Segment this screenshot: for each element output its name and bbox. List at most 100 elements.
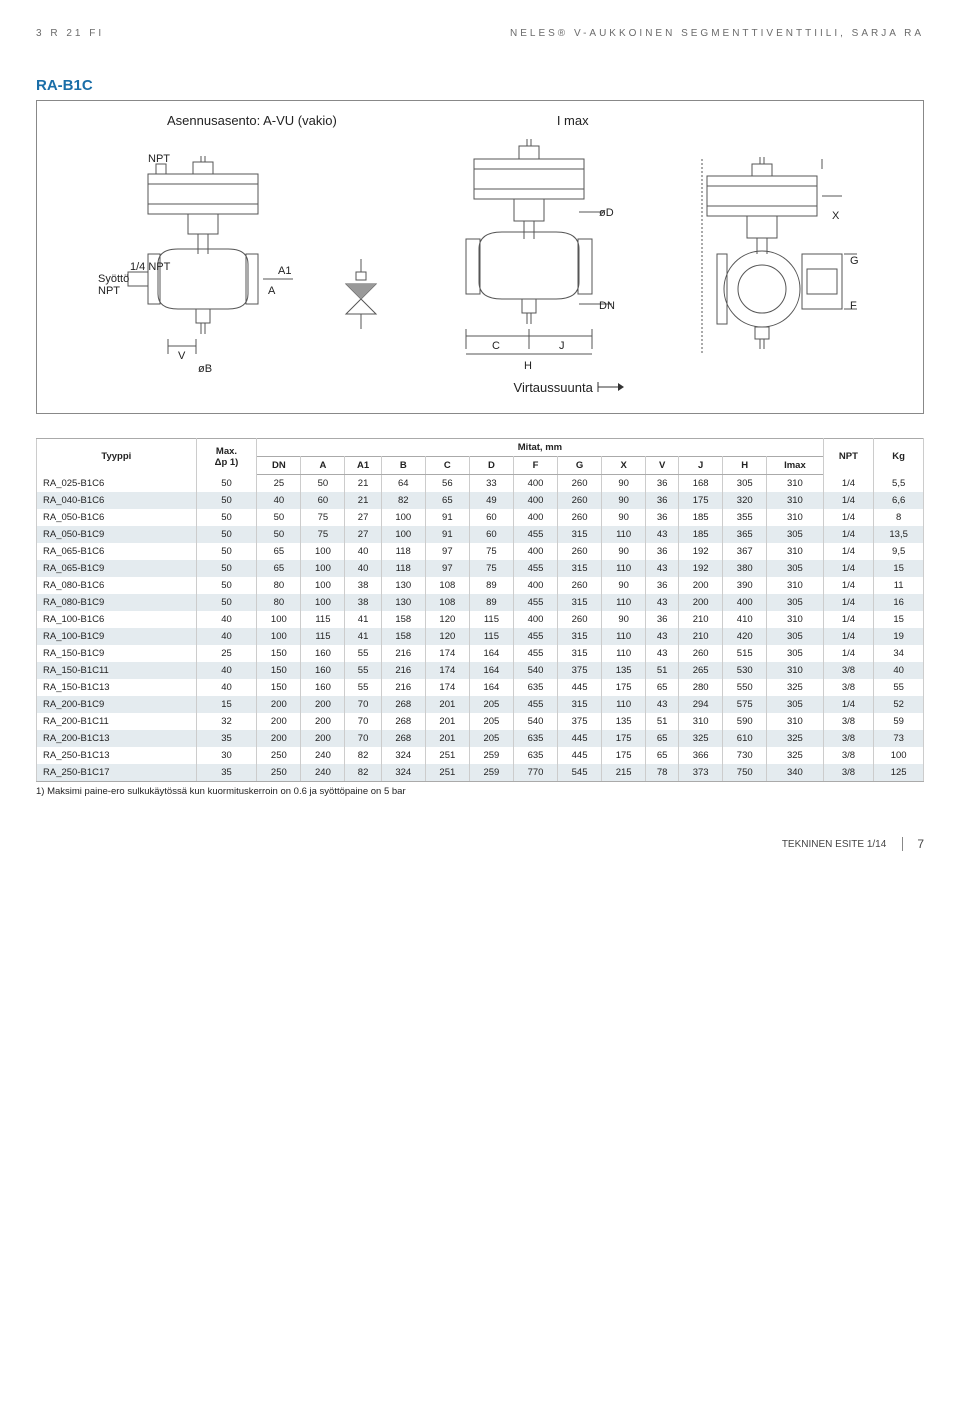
table-cell: 310 <box>767 492 823 509</box>
table-cell: 50 <box>196 543 257 560</box>
table-cell: 110 <box>602 696 646 713</box>
table-cell: 110 <box>602 594 646 611</box>
table-cell: 200 <box>257 696 301 713</box>
table-cell: 610 <box>723 730 767 747</box>
table-cell: 91 <box>425 509 469 526</box>
col-tyyppi: Tyyppi <box>37 439 197 475</box>
table-cell: 8 <box>874 509 924 526</box>
table-cell: 305 <box>767 696 823 713</box>
table-cell: 324 <box>381 747 425 764</box>
table-cell: 250 <box>257 764 301 782</box>
table-cell: 455 <box>513 645 557 662</box>
table-cell: 118 <box>381 543 425 560</box>
col-c: C <box>425 457 469 475</box>
assembly-label: Asennusasento: A-VU (vakio) <box>167 113 337 128</box>
table-cell: 455 <box>513 594 557 611</box>
table-cell: 65 <box>425 492 469 509</box>
table-cell: 100 <box>301 543 345 560</box>
table-cell: 310 <box>767 662 823 679</box>
table-cell: 40 <box>345 543 381 560</box>
table-cell: 315 <box>558 628 602 645</box>
table-cell: 192 <box>679 560 723 577</box>
table-cell: 175 <box>602 679 646 696</box>
table-cell: RA_150-B1C13 <box>37 679 197 696</box>
table-cell: 373 <box>679 764 723 782</box>
table-cell: 1/4 <box>823 645 874 662</box>
table-cell: 445 <box>558 679 602 696</box>
table-cell: 320 <box>723 492 767 509</box>
diagram-panel: Asennusasento: A-VU (vakio) I max <box>36 100 924 414</box>
table-cell: 32 <box>196 713 257 730</box>
table-cell: 305 <box>767 594 823 611</box>
table-row: RA_150-B1C925150160552161741644553151104… <box>37 645 924 662</box>
table-cell: 400 <box>513 577 557 594</box>
table-cell: 770 <box>513 764 557 782</box>
table-cell: 324 <box>381 764 425 782</box>
table-row: RA_100-B1C640100115411581201154002609036… <box>37 611 924 628</box>
table-cell: 70 <box>345 713 381 730</box>
table-cell: 268 <box>381 696 425 713</box>
j-label: J <box>559 340 565 352</box>
table-cell: 65 <box>257 543 301 560</box>
table-cell: 730 <box>723 747 767 764</box>
table-cell: 97 <box>425 543 469 560</box>
table-cell: 192 <box>679 543 723 560</box>
table-cell: 50 <box>196 526 257 543</box>
table-cell: 215 <box>602 764 646 782</box>
table-cell: 82 <box>345 764 381 782</box>
table-cell: 43 <box>646 628 679 645</box>
table-cell: 70 <box>345 730 381 747</box>
table-cell: RA_080-B1C6 <box>37 577 197 594</box>
table-row: RA_050-B1C950507527100916045531511043185… <box>37 526 924 543</box>
table-cell: 1/4 <box>823 526 874 543</box>
table-cell: 1/4 <box>823 509 874 526</box>
table-cell: 268 <box>381 730 425 747</box>
table-cell: RA_050-B1C6 <box>37 509 197 526</box>
table-cell: 3/8 <box>823 662 874 679</box>
table-cell: 265 <box>679 662 723 679</box>
table-cell: 305 <box>767 628 823 645</box>
page-header: 3 R 21 FI NELES® V-AUKKOINEN SEGMENTTIVE… <box>36 28 924 39</box>
ob-label: øB <box>198 363 212 374</box>
table-cell: 550 <box>723 679 767 696</box>
table-cell: 216 <box>381 645 425 662</box>
table-cell: 200 <box>679 577 723 594</box>
table-cell: 216 <box>381 679 425 696</box>
table-cell: 115 <box>301 611 345 628</box>
table-cell: 310 <box>679 713 723 730</box>
table-cell: 1/4 <box>823 560 874 577</box>
col-v: V <box>646 457 679 475</box>
table-cell: 52 <box>874 696 924 713</box>
table-cell: 97 <box>425 560 469 577</box>
table-cell: 36 <box>646 509 679 526</box>
table-cell: 260 <box>558 492 602 509</box>
assembly-label-row: Asennusasento: A-VU (vakio) I max <box>167 113 903 128</box>
table-cell: 55 <box>345 679 381 696</box>
table-cell: 65 <box>646 730 679 747</box>
table-cell: 43 <box>646 526 679 543</box>
table-cell: 6,6 <box>874 492 924 509</box>
table-cell: 280 <box>679 679 723 696</box>
table-cell: 455 <box>513 526 557 543</box>
table-cell: 75 <box>301 509 345 526</box>
table-cell: 91 <box>425 526 469 543</box>
table-cell: 135 <box>602 662 646 679</box>
table-cell: 635 <box>513 730 557 747</box>
table-row: RA_150-B1C114015016055216174164540375135… <box>37 662 924 679</box>
table-cell: 90 <box>602 543 646 560</box>
table-cell: RA_040-B1C6 <box>37 492 197 509</box>
table-cell: 50 <box>257 526 301 543</box>
table-cell: 240 <box>301 747 345 764</box>
table-row: RA_250-B1C173525024082324251259770545215… <box>37 764 924 782</box>
table-cell: 36 <box>646 492 679 509</box>
table-cell: 310 <box>767 611 823 628</box>
table-row: RA_200-B1C113220020070268201205540375135… <box>37 713 924 730</box>
table-cell: RA_050-B1C9 <box>37 526 197 543</box>
table-cell: 3/8 <box>823 679 874 696</box>
table-cell: 130 <box>381 594 425 611</box>
table-cell: 25 <box>196 645 257 662</box>
table-cell: 100 <box>301 560 345 577</box>
table-cell: 108 <box>425 577 469 594</box>
table-cell: 400 <box>513 611 557 628</box>
table-cell: 36 <box>646 611 679 628</box>
